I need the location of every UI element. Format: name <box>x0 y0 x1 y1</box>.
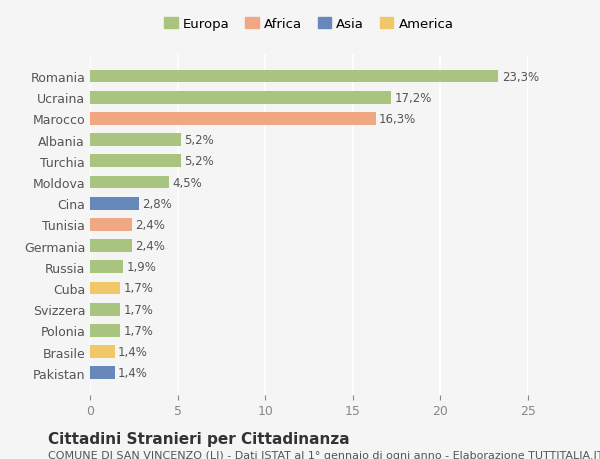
Text: 5,2%: 5,2% <box>185 155 214 168</box>
Legend: Europa, Africa, Asia, America: Europa, Africa, Asia, America <box>164 17 454 31</box>
Text: 1,9%: 1,9% <box>127 261 157 274</box>
Text: 1,7%: 1,7% <box>123 282 153 295</box>
Text: 1,7%: 1,7% <box>123 303 153 316</box>
Bar <box>90 261 123 274</box>
Text: 1,4%: 1,4% <box>118 345 148 358</box>
Text: 2,4%: 2,4% <box>136 218 166 231</box>
Bar <box>90 282 120 295</box>
Text: 4,5%: 4,5% <box>172 176 202 189</box>
Text: 16,3%: 16,3% <box>379 112 416 126</box>
Bar <box>90 303 120 316</box>
Bar <box>90 92 391 104</box>
Text: 1,7%: 1,7% <box>123 324 153 337</box>
Text: 2,8%: 2,8% <box>143 197 172 210</box>
Bar <box>90 325 120 337</box>
Bar <box>90 197 139 210</box>
Text: 2,4%: 2,4% <box>136 240 166 252</box>
Bar <box>90 155 181 168</box>
Text: 5,2%: 5,2% <box>185 134 214 147</box>
Text: COMUNE DI SAN VINCENZO (LI) - Dati ISTAT al 1° gennaio di ogni anno - Elaborazio: COMUNE DI SAN VINCENZO (LI) - Dati ISTAT… <box>48 450 600 459</box>
Bar <box>90 367 115 379</box>
Bar <box>90 134 181 147</box>
Text: 17,2%: 17,2% <box>395 91 432 105</box>
Text: 23,3%: 23,3% <box>502 70 539 84</box>
Bar <box>90 218 132 231</box>
Text: 1,4%: 1,4% <box>118 366 148 380</box>
Bar <box>90 113 376 125</box>
Bar <box>90 176 169 189</box>
Bar <box>90 240 132 252</box>
Text: Cittadini Stranieri per Cittadinanza: Cittadini Stranieri per Cittadinanza <box>48 431 350 447</box>
Bar <box>90 346 115 358</box>
Bar <box>90 71 498 83</box>
